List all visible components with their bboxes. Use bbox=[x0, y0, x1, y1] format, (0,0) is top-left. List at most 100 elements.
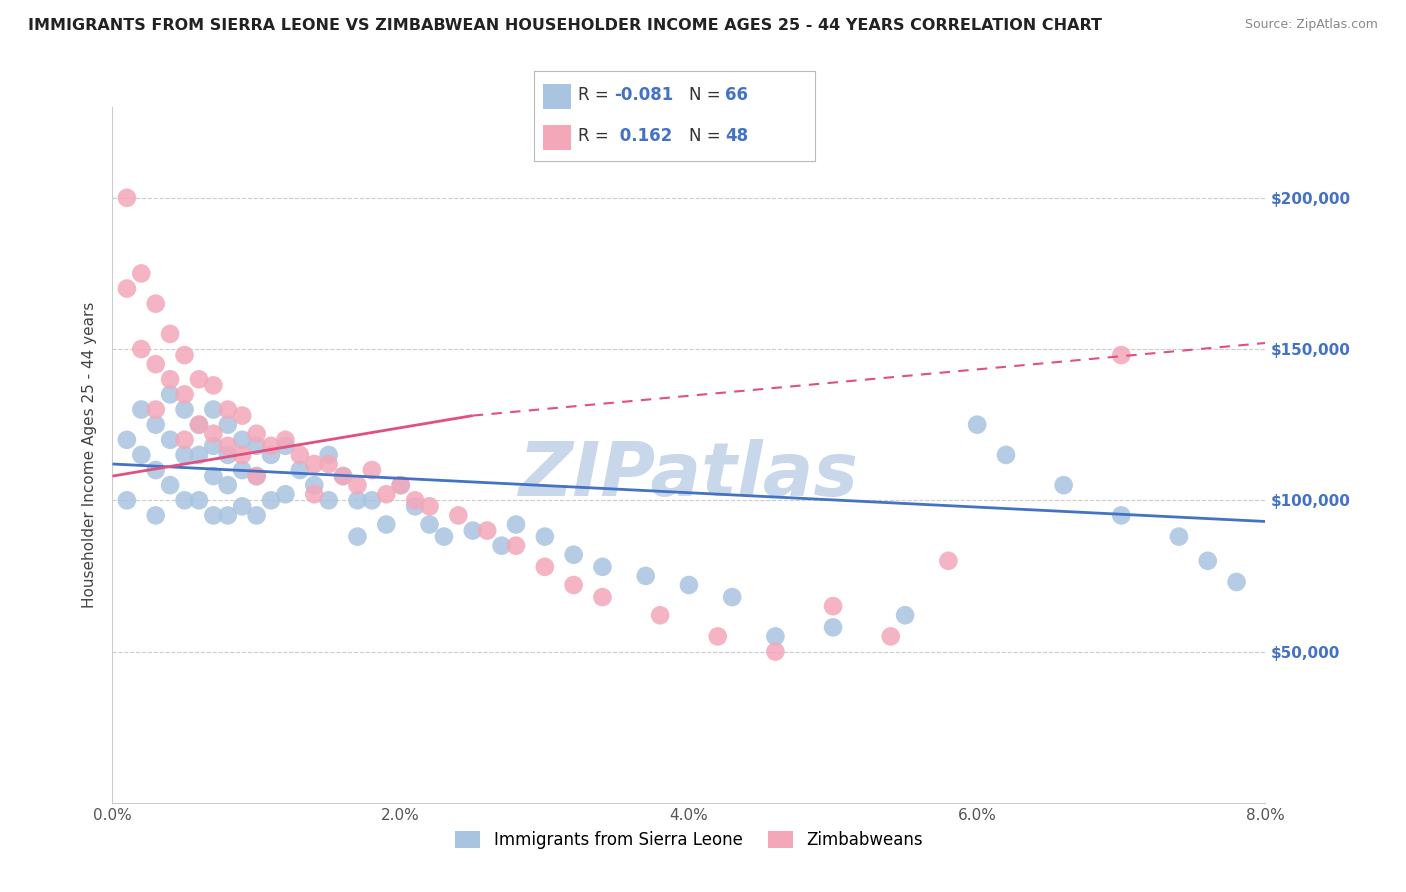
Text: R =: R = bbox=[578, 87, 614, 104]
Point bbox=[447, 508, 470, 523]
Point bbox=[880, 629, 903, 643]
Point bbox=[821, 599, 844, 614]
Text: Source: ZipAtlas.com: Source: ZipAtlas.com bbox=[1244, 18, 1378, 31]
Point bbox=[707, 629, 730, 643]
Point bbox=[274, 439, 297, 453]
Point bbox=[332, 469, 354, 483]
Point bbox=[375, 517, 398, 532]
Point bbox=[360, 463, 382, 477]
Point bbox=[145, 296, 167, 310]
Point bbox=[188, 493, 211, 508]
Point bbox=[188, 372, 211, 386]
Point bbox=[433, 530, 456, 544]
Point bbox=[360, 493, 382, 508]
Point bbox=[202, 426, 225, 441]
Point bbox=[145, 463, 167, 477]
Point bbox=[173, 433, 195, 447]
Point bbox=[159, 433, 181, 447]
Point bbox=[260, 439, 283, 453]
Point bbox=[115, 433, 138, 447]
Point bbox=[188, 417, 211, 432]
Point bbox=[1111, 508, 1133, 523]
Point bbox=[318, 493, 340, 508]
Point bbox=[475, 524, 498, 538]
Text: N =: N = bbox=[689, 87, 725, 104]
Point bbox=[246, 508, 269, 523]
Point bbox=[115, 281, 138, 295]
Point bbox=[145, 402, 167, 417]
Point bbox=[765, 644, 787, 658]
Point bbox=[404, 493, 426, 508]
Point bbox=[202, 469, 225, 483]
Point bbox=[648, 608, 672, 623]
Point bbox=[246, 469, 269, 483]
Point bbox=[721, 590, 744, 604]
Text: ZIPatlas: ZIPatlas bbox=[519, 439, 859, 512]
Point bbox=[678, 578, 700, 592]
Point bbox=[304, 457, 326, 471]
Point bbox=[129, 402, 153, 417]
Point bbox=[332, 469, 354, 483]
Point bbox=[260, 493, 283, 508]
Point bbox=[202, 439, 225, 453]
Point bbox=[145, 357, 167, 371]
Point bbox=[562, 548, 585, 562]
Point bbox=[389, 478, 412, 492]
Bar bbox=[543, 84, 571, 109]
Point bbox=[318, 448, 340, 462]
Point bbox=[115, 191, 138, 205]
Point bbox=[592, 590, 614, 604]
Point bbox=[145, 417, 167, 432]
Point bbox=[995, 448, 1018, 462]
Point bbox=[274, 433, 297, 447]
Point bbox=[404, 500, 426, 514]
Point bbox=[159, 387, 181, 401]
Point bbox=[533, 530, 555, 544]
Point bbox=[346, 493, 368, 508]
Point bbox=[1226, 574, 1249, 589]
Point bbox=[346, 530, 368, 544]
Point bbox=[246, 439, 269, 453]
Point bbox=[115, 493, 138, 508]
Point bbox=[173, 493, 195, 508]
Point bbox=[304, 487, 326, 501]
Point bbox=[461, 524, 484, 538]
Point bbox=[288, 448, 311, 462]
Point bbox=[173, 448, 195, 462]
Point bbox=[966, 417, 988, 432]
Point bbox=[765, 629, 787, 643]
Point bbox=[217, 417, 239, 432]
Point bbox=[634, 569, 657, 583]
Point bbox=[202, 378, 225, 392]
Point bbox=[231, 433, 253, 447]
Y-axis label: Householder Income Ages 25 - 44 years: Householder Income Ages 25 - 44 years bbox=[82, 301, 97, 608]
Point bbox=[375, 487, 398, 501]
Point bbox=[894, 608, 917, 623]
Point bbox=[1111, 348, 1133, 362]
Bar bbox=[543, 125, 571, 150]
Point bbox=[1167, 530, 1189, 544]
Point bbox=[159, 372, 181, 386]
Point bbox=[318, 457, 340, 471]
Point bbox=[346, 478, 368, 492]
Point bbox=[304, 478, 326, 492]
Text: R =: R = bbox=[578, 128, 614, 145]
Point bbox=[821, 620, 844, 634]
Point bbox=[505, 517, 527, 532]
Point bbox=[188, 448, 211, 462]
Point bbox=[217, 448, 239, 462]
Point bbox=[231, 500, 253, 514]
Point bbox=[159, 478, 181, 492]
Point bbox=[159, 326, 181, 341]
Point bbox=[217, 478, 239, 492]
Point bbox=[491, 539, 513, 553]
Text: 48: 48 bbox=[725, 128, 748, 145]
Text: IMMIGRANTS FROM SIERRA LEONE VS ZIMBABWEAN HOUSEHOLDER INCOME AGES 25 - 44 YEARS: IMMIGRANTS FROM SIERRA LEONE VS ZIMBABWE… bbox=[28, 18, 1102, 33]
Point bbox=[389, 478, 412, 492]
Point bbox=[217, 439, 239, 453]
Point bbox=[1052, 478, 1074, 492]
Point bbox=[129, 267, 153, 281]
Point bbox=[173, 387, 195, 401]
Text: 0.162: 0.162 bbox=[614, 128, 672, 145]
Point bbox=[231, 409, 253, 423]
